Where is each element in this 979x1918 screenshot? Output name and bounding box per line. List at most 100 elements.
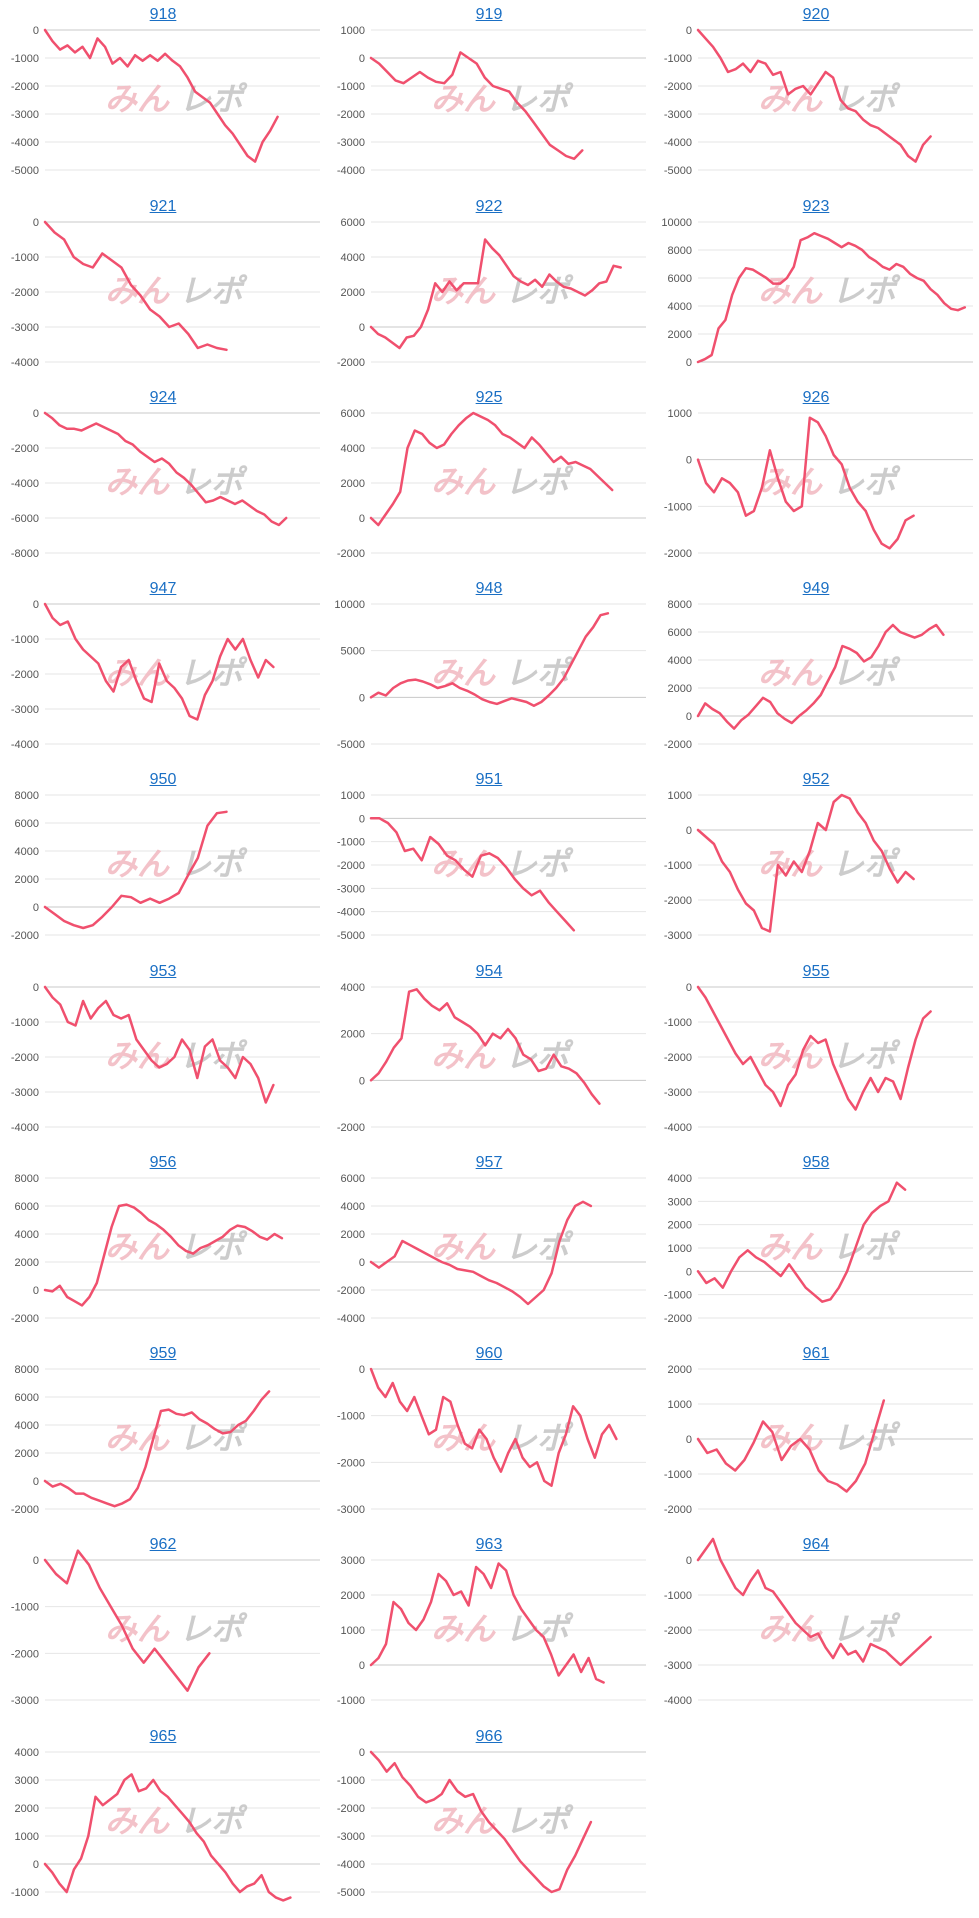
line-chart: 1000 0 -1000 -2000 -3000 -4000 -5000 みん レポ	[337, 790, 646, 942]
chart-title-link[interactable]: 954	[475, 963, 503, 980]
y-tick-label: 1000	[341, 790, 365, 802]
y-tick-label: -2000	[11, 930, 39, 942]
y-tick-label: 0	[686, 982, 692, 994]
chart-title-link[interactable]: 947	[149, 580, 177, 597]
y-tick-label: -5000	[337, 1887, 365, 1899]
line-chart: 6000 4000 2000 0 -2000 -4000 みん レポ	[337, 1173, 646, 1325]
chart-title-link[interactable]: 948	[475, 580, 503, 597]
watermark-logo: みん レポ	[431, 1419, 574, 1457]
chart-title-link[interactable]: 926	[802, 389, 830, 406]
series-line	[369, 238, 622, 350]
chart-title-link[interactable]: 922	[475, 198, 503, 215]
watermark-logo: みん レポ	[105, 1802, 248, 1840]
chart-title-link[interactable]: 953	[149, 963, 177, 980]
y-tick-label: -5000	[11, 165, 39, 177]
chart-panel: 4000 2000 0 -2000 みん レポ 954	[326, 957, 652, 1149]
series-line	[696, 985, 932, 1111]
series-line	[43, 1773, 292, 1902]
watermark-logo: みん レポ	[758, 1419, 901, 1457]
line-chart: 8000 6000 4000 2000 0 -2000 みん レポ	[11, 1364, 320, 1516]
chart-title-link[interactable]: 949	[802, 580, 830, 597]
chart-title-link[interactable]: 920	[802, 6, 830, 23]
y-tick-label: 6000	[341, 217, 365, 229]
chart-panel: 8000 6000 4000 2000 0 -2000 みん レポ 950	[0, 765, 326, 957]
watermark-logo: みん レポ	[431, 1802, 574, 1840]
line-chart: 8000 6000 4000 2000 0 -2000 みん レポ	[11, 1173, 320, 1325]
y-tick-label: -2000	[11, 1504, 39, 1516]
chart-panel: 1000 0 -1000 -2000 -3000 みん レポ 952	[653, 765, 979, 957]
chart-title-link[interactable]: 957	[475, 1154, 503, 1171]
y-tick-label: 0	[359, 1257, 365, 1269]
chart-title-link[interactable]: 950	[149, 771, 177, 788]
watermark-logo: みん レポ	[105, 1419, 248, 1457]
y-tick-label: 0	[359, 513, 365, 525]
y-tick-label: -1000	[11, 252, 39, 264]
y-tick-label: 8000	[15, 1173, 39, 1185]
chart-panel: 0 -1000 -2000 -3000 -4000 -5000 みん レポ 918	[0, 0, 326, 192]
y-tick-label: -2000	[664, 1052, 692, 1064]
chart-title-link[interactable]: 964	[802, 1536, 830, 1553]
y-tick-label: -2000	[664, 1313, 692, 1325]
chart-panel: 4000 3000 2000 1000 0 -1000 -2000 みん レポ 958	[653, 1148, 979, 1340]
y-tick-label: 8000	[15, 1364, 39, 1376]
chart-panel: 0 -1000 -2000 -3000 みん レポ 960	[326, 1339, 652, 1531]
y-tick-label: 0	[33, 902, 39, 914]
chart-title-link[interactable]: 955	[802, 963, 830, 980]
series-line	[43, 810, 228, 930]
chart-title-link[interactable]: 961	[802, 1345, 830, 1362]
chart-title-link[interactable]: 919	[475, 6, 503, 23]
series-line	[369, 612, 610, 707]
chart-title-link[interactable]: 959	[149, 1345, 177, 1362]
chart-title-link[interactable]: 963	[475, 1536, 503, 1553]
chart-title-link[interactable]: 956	[149, 1154, 177, 1171]
chart-title-link[interactable]: 925	[475, 389, 503, 406]
watermark-logo: みん レポ	[431, 845, 574, 883]
watermark-logo: みん レポ	[758, 1610, 901, 1648]
line-chart: 0 -1000 -2000 -3000 みん レポ	[337, 1364, 646, 1516]
y-tick-label: -1000	[664, 53, 692, 65]
line-chart: 0 -1000 -2000 -3000 -4000 みん レポ	[11, 982, 320, 1134]
y-tick-label: 0	[359, 1075, 365, 1087]
y-tick-label: -2000	[11, 443, 39, 455]
series-line	[369, 1562, 605, 1684]
y-tick-label: -8000	[11, 548, 39, 560]
chart-panel: 3000 2000 1000 0 -1000 みん レポ 963	[326, 1530, 652, 1722]
y-tick-label: 4000	[668, 301, 692, 313]
chart-panel: 0 -1000 -2000 -3000 -4000 みん レポ 953	[0, 957, 326, 1149]
chart-title-link[interactable]: 962	[149, 1536, 177, 1553]
chart-title-link[interactable]: 924	[149, 389, 177, 406]
chart-panel: 0 -1000 -2000 -3000 -4000 みん レポ 947	[0, 574, 326, 766]
line-chart: 10000 8000 6000 4000 2000 0 みん レポ	[661, 217, 973, 369]
y-tick-label: 2000	[15, 1448, 39, 1460]
y-tick-label: 8000	[15, 790, 39, 802]
y-tick-label: -2000	[337, 357, 365, 369]
chart-title-link[interactable]: 960	[475, 1345, 503, 1362]
y-tick-label: 0	[686, 1434, 692, 1446]
y-tick-label: 0	[33, 1555, 39, 1567]
y-tick-label: 4000	[341, 252, 365, 264]
chart-panel: 6000 4000 2000 0 -2000 みん レポ 922	[326, 192, 652, 384]
y-tick-label: 3000	[668, 1196, 692, 1208]
chart-title-link[interactable]: 958	[802, 1154, 830, 1171]
chart-panel: 1000 0 -1000 -2000 -3000 -4000 みん レポ 919	[326, 0, 652, 192]
chart-title-link[interactable]: 923	[802, 198, 830, 215]
y-tick-label: -3000	[11, 322, 39, 334]
chart-title-link[interactable]: 921	[149, 198, 177, 215]
series-line	[43, 602, 275, 721]
chart-title-link[interactable]: 918	[149, 6, 177, 23]
y-tick-label: 2000	[15, 1803, 39, 1815]
y-tick-label: 6000	[15, 1201, 39, 1213]
series-line	[696, 793, 915, 933]
chart-panel: 0 -2000 -4000 -6000 -8000 みん レポ 924	[0, 383, 326, 575]
chart-title-link[interactable]: 966	[475, 1728, 503, 1745]
y-tick-label: 0	[33, 1859, 39, 1871]
y-tick-label: 6000	[341, 1173, 365, 1185]
chart-title-link[interactable]: 952	[802, 771, 830, 788]
series-line	[696, 1399, 886, 1493]
line-chart: 0 -1000 -2000 -3000 -4000 みん レポ	[11, 599, 320, 751]
series-line	[369, 988, 601, 1105]
chart-title-link[interactable]: 965	[149, 1728, 177, 1745]
watermark-logo: みん レポ	[431, 272, 574, 310]
chart-title-link[interactable]: 951	[475, 771, 503, 788]
line-chart: 0 -1000 -2000 -3000 -4000 -5000 みん レポ	[337, 1747, 646, 1899]
